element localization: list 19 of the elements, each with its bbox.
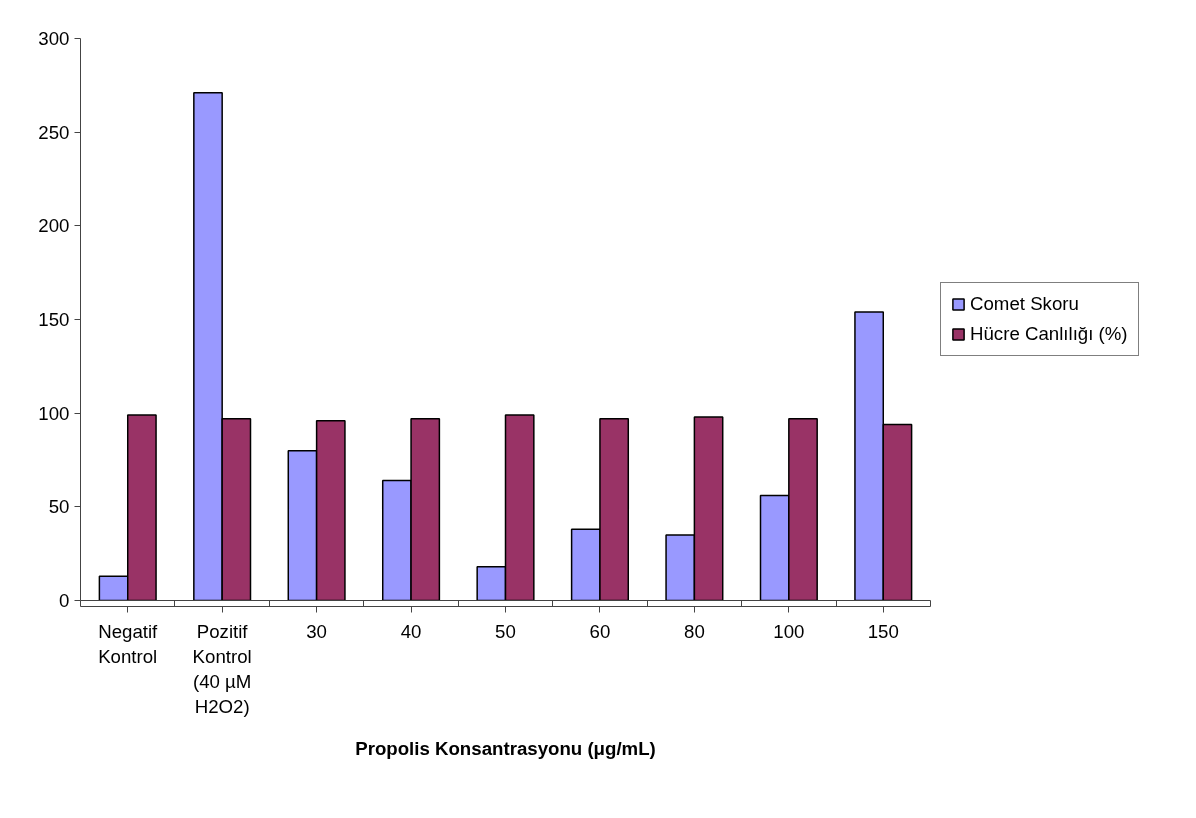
y-tick-label: 150 [38,309,70,330]
x-tick-label: Pozitif Kontrol (40 µM H2O2) [192,620,252,718]
legend-label: Comet Skoru [970,293,1079,315]
y-tick-label: 300 [38,28,70,49]
y-tick-label: 200 [38,215,70,237]
x-axis-title: Propolis Konsantrasyonu (μg/mL) [355,738,656,760]
y-tick-label: 0 [59,590,70,611]
x-tick-label: 80 [684,620,705,642]
x-tick-label: 30 [306,620,327,642]
x-tick-label: 40 [400,620,422,642]
y-tick-label: 250 [38,121,70,143]
y-tick-label: 50 [48,496,70,518]
x-tick-label: 60 [589,620,611,642]
y-tick-label: 100 [38,402,70,424]
x-tick-label: Negatif Kontrol [98,620,159,667]
x-tick-label: 150 [867,620,899,642]
x-tick-label: 50 [495,620,516,642]
legend-label: Hücre Canlılığı (%) [970,323,1128,345]
x-tick-label: 100 [773,620,805,642]
